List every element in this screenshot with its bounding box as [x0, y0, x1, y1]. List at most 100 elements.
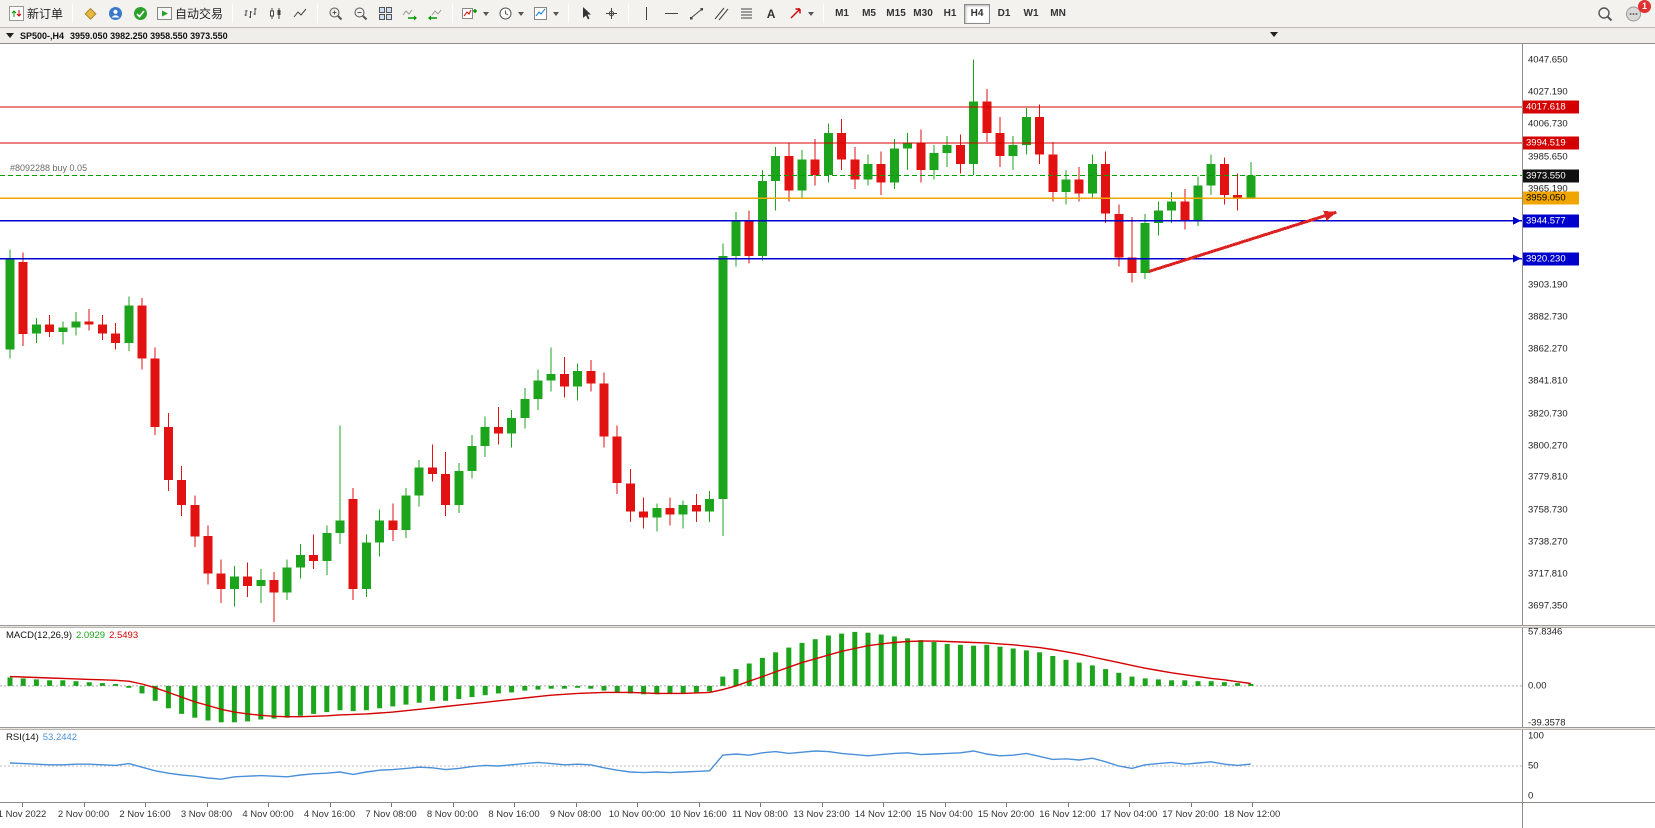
- market-button[interactable]: [128, 3, 152, 25]
- rsi-value: 53.2442: [42, 732, 78, 743]
- autotrading-button[interactable]: 自动交易: [153, 3, 227, 25]
- ohlc-values: 3959.050 3982.250 3958.550 3973.550: [70, 30, 228, 41]
- candlestick-chart-button[interactable]: [263, 3, 287, 25]
- timeframe-h1-button[interactable]: H1: [937, 4, 963, 24]
- templates-button[interactable]: [529, 3, 563, 25]
- panel-splitter[interactable]: [0, 727, 1655, 730]
- timeframe-h4-button[interactable]: H4: [964, 3, 991, 24]
- periods-button[interactable]: [494, 3, 528, 25]
- clock-icon: [498, 6, 513, 21]
- cursor-button[interactable]: [574, 3, 598, 25]
- time-axis-label: 8 Nov 00:00: [426, 809, 479, 820]
- toolbar-separator: [628, 4, 630, 23]
- time-axis-label: 17 Nov 20:00: [1162, 809, 1219, 820]
- timeframe-mn-button[interactable]: MN: [1045, 4, 1071, 24]
- rsi-axis-label: 0: [1528, 790, 1534, 802]
- indicators-icon: [462, 6, 478, 21]
- timeframe-d1-button[interactable]: D1: [991, 4, 1017, 24]
- community-icon: [108, 6, 123, 21]
- time-axis-label: 2 Nov 00:00: [57, 809, 110, 820]
- auto-scroll-icon: [402, 6, 418, 21]
- horizontal-line-button[interactable]: [659, 3, 683, 25]
- arrow-shape-icon: [788, 6, 803, 21]
- toolbar-separator: [568, 4, 570, 23]
- chart-menu-icon[interactable]: [1270, 32, 1278, 37]
- zoom-in-button[interactable]: [323, 3, 347, 25]
- time-axis-label: 15 Nov 04:00: [916, 809, 973, 820]
- price-axis[interactable]: 4047.650 4027.190 4006.730 3985.650 3965.190…: [1522, 44, 1655, 625]
- trendline-button[interactable]: [684, 3, 708, 25]
- timeframe-m15-button[interactable]: M15: [883, 4, 909, 24]
- price-axis-label: 3820.730: [1528, 408, 1568, 420]
- chart-shift-button[interactable]: [423, 3, 447, 25]
- chart-shift-icon: [427, 6, 443, 21]
- price-tag: 3973.550: [1523, 169, 1579, 182]
- notifications-button[interactable]: 1: [1621, 0, 1651, 25]
- time-axis-label: 13 Nov 23:00: [793, 809, 850, 820]
- time-axis-tick: [698, 803, 700, 807]
- time-axis-label: 4 Nov 00:00: [242, 809, 294, 820]
- zoom-out-button[interactable]: [348, 3, 372, 25]
- autotrading-icon: [157, 6, 173, 21]
- price-axis-label: 4047.650: [1528, 54, 1568, 66]
- channel-icon: [714, 6, 729, 21]
- time-axis-label: 14 Nov 12:00: [854, 809, 912, 820]
- timeframe-m1-button[interactable]: M1: [829, 4, 855, 24]
- auto-scroll-button[interactable]: [398, 3, 422, 25]
- time-axis-tick: [1067, 803, 1069, 807]
- price-axis-label: 3985.650: [1528, 151, 1568, 163]
- open-position-label: #8092288 buy 0.05: [10, 162, 88, 173]
- macd-axis[interactable]: 57.8346 0.00 -39.3578: [1522, 626, 1655, 728]
- chart-plot[interactable]: [0, 44, 1522, 625]
- crosshair-button[interactable]: [599, 3, 623, 25]
- search-button[interactable]: [1593, 3, 1617, 25]
- tile-windows-button[interactable]: [373, 3, 397, 25]
- bar-chart-button[interactable]: [238, 3, 262, 25]
- cursor-icon: [579, 6, 594, 21]
- macd-plot[interactable]: [0, 628, 1522, 727]
- text-tool-button[interactable]: A: [759, 3, 783, 25]
- toolbar-separator: [823, 4, 825, 23]
- panel-splitter[interactable]: [0, 625, 1655, 628]
- time-axis-tick: [452, 803, 454, 807]
- new-order-button[interactable]: 新订单: [5, 3, 67, 25]
- macd-axis-label: 57.8346: [1528, 626, 1563, 638]
- time-axis-label: 18 Nov 12:00: [1223, 809, 1281, 820]
- time-axis-label: 16 Nov 12:00: [1039, 809, 1096, 820]
- price-axis-label: 3862.270: [1528, 343, 1568, 355]
- timeframe-w1-button[interactable]: W1: [1018, 4, 1044, 24]
- metaeditor-button[interactable]: [78, 3, 102, 25]
- time-axis-tick: [760, 803, 761, 807]
- time-axis-label: 10 Nov 16:00: [670, 809, 727, 820]
- search-icon: [1597, 6, 1613, 22]
- timeframe-m30-button[interactable]: M30: [910, 4, 936, 24]
- time-axis[interactable]: 1 Nov 2022 2 Nov 00:00 2 Nov 16:00 3 Nov 08…: [0, 802, 1655, 828]
- rsi-axis-label: 50: [1528, 760, 1539, 772]
- time-axis-tick: [83, 803, 85, 807]
- indicators-button[interactable]: [458, 3, 493, 25]
- rsi-panel: RSI(14) 53.2442 100 50 0: [0, 730, 1655, 802]
- chart-list-dropdown-icon[interactable]: [6, 33, 14, 38]
- zoom-out-icon: [353, 6, 368, 21]
- fibonacci-button[interactable]: [734, 3, 758, 25]
- rsi-axis[interactable]: 100 50 0: [1522, 730, 1655, 802]
- fibonacci-icon: [739, 6, 754, 21]
- line-chart-button[interactable]: [288, 3, 312, 25]
- time-axis-tick: [22, 803, 23, 807]
- time-axis-label: 2 Nov 16:00: [119, 809, 171, 820]
- channel-button[interactable]: [709, 3, 733, 25]
- text-tool-icon: A: [766, 6, 776, 21]
- tile-windows-icon: [378, 6, 393, 21]
- macd-main-value: 2.0929: [76, 630, 106, 641]
- time-axis-tick: [329, 803, 331, 807]
- time-axis-label: 10 Nov 00:00: [608, 809, 666, 820]
- macd-signal-value: 2.5493: [109, 630, 139, 641]
- shapes-button[interactable]: [784, 3, 818, 25]
- horizontal-line-icon: [664, 6, 679, 21]
- community-button[interactable]: [103, 3, 127, 25]
- macd-panel: MACD(12,26,9) 2.0929 2.5493 57.8346 0.00 -39…: [0, 626, 1655, 728]
- rsi-plot[interactable]: [0, 730, 1522, 802]
- vertical-line-button[interactable]: [634, 3, 658, 25]
- toolbar-separator: [232, 4, 234, 23]
- timeframe-m5-button[interactable]: M5: [856, 4, 882, 24]
